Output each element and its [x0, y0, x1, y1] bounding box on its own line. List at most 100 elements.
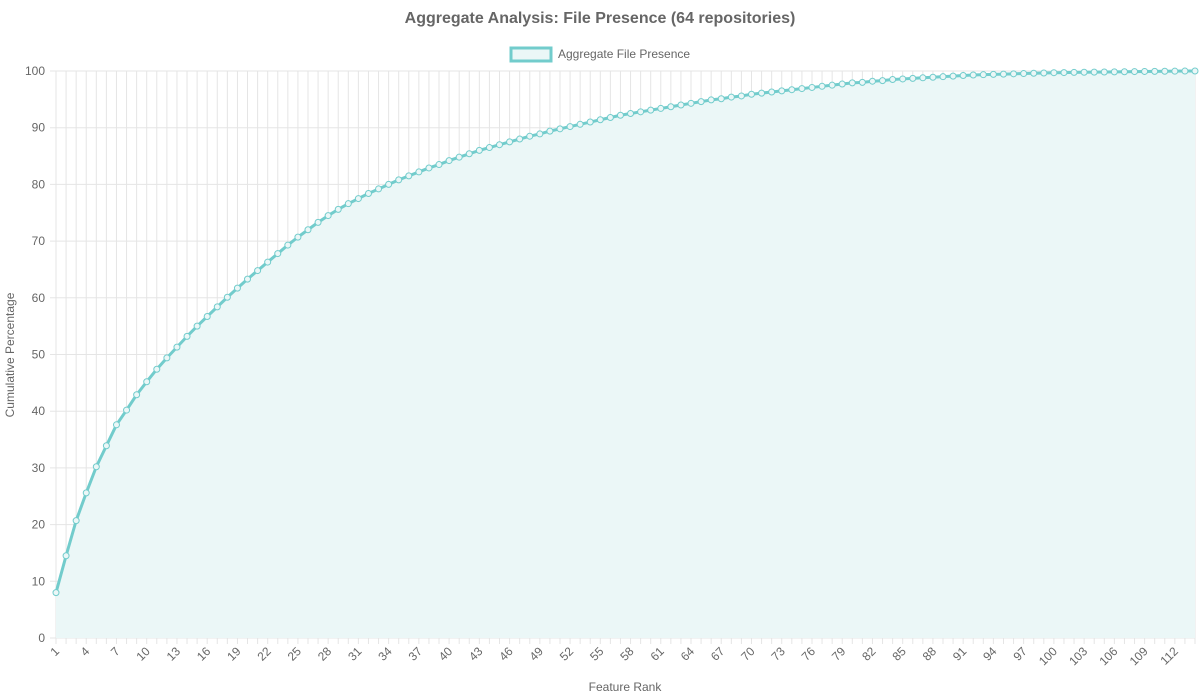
data-point[interactable]	[536, 130, 544, 138]
data-point[interactable]	[92, 463, 100, 471]
data-point[interactable]	[324, 212, 332, 220]
data-point[interactable]	[274, 250, 282, 258]
data-point[interactable]	[415, 168, 423, 176]
data-point[interactable]	[254, 267, 262, 275]
data-point[interactable]	[627, 110, 635, 118]
data-point[interactable]	[445, 157, 453, 165]
legend-label[interactable]: Aggregate File Presence	[558, 47, 690, 61]
data-point[interactable]	[1010, 70, 1018, 78]
data-point[interactable]	[717, 95, 725, 103]
data-point[interactable]	[284, 241, 292, 249]
data-point[interactable]	[1080, 68, 1088, 76]
data-point[interactable]	[586, 118, 594, 126]
data-point[interactable]	[667, 103, 675, 111]
data-point[interactable]	[818, 82, 826, 90]
data-point[interactable]	[727, 93, 735, 101]
data-point[interactable]	[798, 85, 806, 93]
data-point[interactable]	[808, 83, 816, 91]
data-point[interactable]	[233, 284, 241, 292]
data-point[interactable]	[637, 108, 645, 116]
legend-swatch[interactable]	[509, 46, 553, 63]
data-point[interactable]	[62, 552, 70, 560]
data-point[interactable]	[364, 189, 372, 197]
data-point[interactable]	[183, 332, 191, 340]
data-point[interactable]	[344, 200, 352, 208]
data-point[interactable]	[102, 442, 110, 450]
data-point[interactable]	[657, 104, 665, 112]
data-point[interactable]	[697, 98, 705, 106]
data-point[interactable]	[112, 421, 120, 429]
data-point[interactable]	[163, 354, 171, 362]
data-point[interactable]	[1141, 67, 1149, 75]
data-point[interactable]	[334, 205, 342, 213]
data-point[interactable]	[959, 72, 967, 80]
data-point[interactable]	[616, 111, 624, 119]
data-point[interactable]	[223, 293, 231, 301]
data-point[interactable]	[677, 101, 685, 109]
data-point[interactable]	[52, 589, 60, 597]
data-point[interactable]	[989, 70, 997, 78]
data-point[interactable]	[123, 406, 131, 414]
data-point[interactable]	[405, 172, 413, 180]
data-point[interactable]	[244, 275, 252, 283]
data-point[interactable]	[758, 89, 766, 97]
data-point[interactable]	[314, 218, 322, 226]
data-point[interactable]	[1100, 68, 1108, 76]
data-point[interactable]	[435, 161, 443, 169]
data-point[interactable]	[526, 132, 534, 140]
data-point[interactable]	[496, 141, 504, 149]
data-point[interactable]	[82, 489, 90, 497]
data-point[interactable]	[465, 150, 473, 158]
data-point[interactable]	[949, 72, 957, 80]
data-point[interactable]	[395, 176, 403, 184]
data-point[interactable]	[385, 180, 393, 188]
data-point[interactable]	[1191, 67, 1199, 75]
data-point[interactable]	[304, 226, 312, 234]
data-point[interactable]	[707, 96, 715, 104]
data-point[interactable]	[929, 73, 937, 81]
data-point[interactable]	[556, 125, 564, 133]
data-point[interactable]	[969, 71, 977, 79]
data-point[interactable]	[1090, 68, 1098, 76]
data-point[interactable]	[596, 116, 604, 124]
data-point[interactable]	[1171, 67, 1179, 75]
data-point[interactable]	[193, 322, 201, 330]
data-point[interactable]	[1120, 68, 1128, 76]
data-point[interactable]	[999, 70, 1007, 78]
data-point[interactable]	[909, 74, 917, 82]
data-point[interactable]	[203, 313, 211, 321]
data-point[interactable]	[375, 185, 383, 193]
data-point[interactable]	[1030, 69, 1038, 77]
data-point[interactable]	[889, 76, 897, 84]
data-point[interactable]	[475, 146, 483, 154]
data-point[interactable]	[153, 365, 161, 373]
data-point[interactable]	[455, 153, 463, 161]
data-point[interactable]	[213, 303, 221, 311]
data-point[interactable]	[1131, 68, 1139, 76]
legend[interactable]: Aggregate File Presence	[509, 46, 690, 63]
data-point[interactable]	[425, 164, 433, 172]
data-point[interactable]	[566, 123, 574, 131]
data-point[interactable]	[294, 233, 302, 241]
data-point[interactable]	[576, 120, 584, 128]
data-point[interactable]	[1161, 67, 1169, 75]
data-point[interactable]	[778, 87, 786, 95]
data-point[interactable]	[899, 75, 907, 83]
data-point[interactable]	[848, 79, 856, 87]
data-point[interactable]	[72, 517, 80, 525]
data-point[interactable]	[1151, 67, 1159, 75]
data-point[interactable]	[647, 106, 655, 114]
data-point[interactable]	[485, 144, 493, 152]
data-point[interactable]	[879, 77, 887, 85]
data-point[interactable]	[1040, 69, 1048, 77]
data-point[interactable]	[979, 71, 987, 79]
data-point[interactable]	[747, 90, 755, 98]
data-point[interactable]	[1060, 69, 1068, 77]
data-point[interactable]	[737, 92, 745, 100]
data-point[interactable]	[173, 343, 181, 351]
data-point[interactable]	[868, 77, 876, 85]
data-point[interactable]	[1110, 68, 1118, 76]
data-point[interactable]	[1050, 69, 1058, 77]
data-point[interactable]	[516, 135, 524, 143]
data-point[interactable]	[133, 391, 141, 399]
